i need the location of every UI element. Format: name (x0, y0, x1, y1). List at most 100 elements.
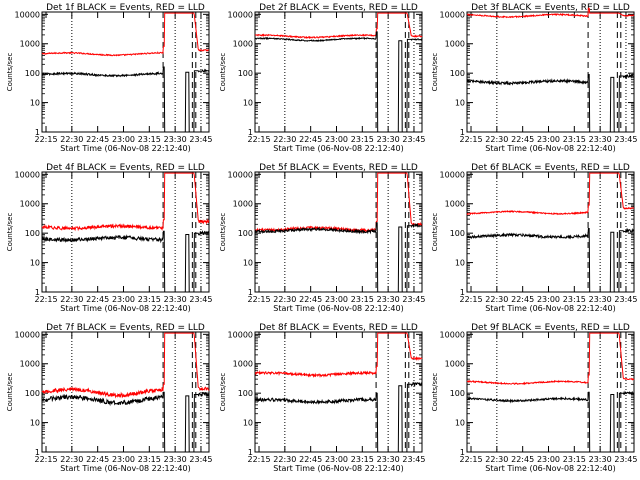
x-tick-label: 23:30 (164, 455, 187, 464)
x-tick-label: 23:15 (563, 455, 586, 464)
plot-frame (254, 171, 423, 293)
y-axis-label: Counts/sec (6, 213, 14, 252)
panel-det-6: Det 6f BLACK = Events, RED = LLD 1 10 100 10… (431, 163, 637, 313)
x-tick-label: 22:45 (86, 295, 109, 304)
panel-title: Det 5f BLACK = Events, RED = LLD (259, 163, 418, 173)
x-tick-label: 22:45 (511, 135, 534, 144)
x-tick-label: 22:30 (485, 135, 508, 144)
panel-title: Det 7f BLACK = Events, RED = LLD (46, 323, 205, 333)
y-tick-label: 1 (248, 448, 253, 457)
y-tick-label: 1 (248, 128, 253, 137)
y-tick-label: 10000 (228, 10, 253, 19)
x-tick-label: 22:15 (247, 295, 270, 304)
series-lld (254, 12, 423, 40)
panel-title: Det 4f BLACK = Events, RED = LLD (46, 163, 205, 173)
x-tick-label: 23:00 (112, 295, 135, 304)
plot-frame (466, 11, 635, 133)
y-tick-label: 10 (455, 419, 465, 428)
x-tick-label: 23:15 (351, 455, 374, 464)
series-events (466, 390, 635, 453)
y-tick-label: 1000 (233, 200, 253, 209)
y-tick-label: 1 (460, 288, 465, 297)
y-tick-label: 1 (35, 288, 40, 297)
x-axis-label: Start Time (06-Nov-08 22:12:40) (273, 304, 403, 313)
plot-frame (41, 11, 210, 133)
x-axis-label: Start Time (06-Nov-08 22:12:40) (273, 464, 403, 473)
y-tick-label: 100 (450, 69, 465, 78)
series-lld (466, 332, 635, 386)
series-lld (254, 172, 423, 234)
y-axis-label: Counts/sec (6, 53, 14, 92)
y-tick-label: 100 (450, 229, 465, 238)
plot-frame (466, 331, 635, 453)
series-lld (254, 332, 423, 379)
y-tick-label: 1000 (445, 200, 465, 209)
panel-det-4: Det 4f BLACK = Events, RED = LLD 1 10 100 10… (6, 163, 212, 313)
x-tick-label: 22:45 (299, 295, 322, 304)
x-tick-label: 22:30 (60, 135, 83, 144)
x-tick-label: 22:30 (60, 455, 83, 464)
y-axis-label: Counts/sec (431, 213, 439, 252)
x-tick-label: 23:00 (537, 295, 560, 304)
y-tick-label: 10 (30, 99, 40, 108)
x-tick-label: 22:45 (299, 135, 322, 144)
series-events (254, 222, 423, 293)
y-tick-label: 1000 (233, 360, 253, 369)
y-tick-label: 1 (248, 288, 253, 297)
x-tick-label: 23:45 (402, 135, 425, 144)
y-tick-label: 1000 (445, 360, 465, 369)
x-tick-label: 23:30 (377, 455, 400, 464)
x-tick-label: 23:00 (325, 455, 348, 464)
y-tick-label: 1000 (445, 40, 465, 49)
y-tick-label: 1 (35, 128, 40, 137)
panel-title: Det 9f BLACK = Events, RED = LLD (471, 323, 630, 333)
x-axis-label: Start Time (06-Nov-08 22:12:40) (273, 144, 403, 153)
panel-title: Det 3f BLACK = Events, RED = LLD (471, 3, 630, 13)
y-tick-label: 10 (30, 419, 40, 428)
x-tick-label: 22:45 (86, 135, 109, 144)
y-tick-label: 1000 (233, 40, 253, 49)
series-events (467, 227, 635, 293)
y-tick-label: 10 (30, 259, 40, 268)
x-tick-label: 23:45 (402, 455, 425, 464)
y-tick-label: 10000 (15, 170, 40, 179)
panel-det-8: Det 8f BLACK = Events, RED = LLD 1 10 100 10… (219, 323, 425, 473)
x-tick-label: 22:15 (459, 455, 482, 464)
x-tick-label: 23:45 (189, 455, 212, 464)
x-tick-label: 23:30 (589, 135, 612, 144)
x-tick-label: 23:30 (589, 295, 612, 304)
y-axis-label: Counts/sec (219, 373, 227, 412)
series-events (41, 391, 210, 453)
y-tick-label: 100 (238, 229, 253, 238)
x-tick-label: 23:30 (164, 295, 187, 304)
y-tick-label: 10000 (440, 170, 465, 179)
panel-det-7: Det 7f BLACK = Events, RED = LLD 1 10 100 10… (6, 323, 212, 473)
x-tick-label: 22:15 (459, 135, 482, 144)
x-tick-label: 22:30 (60, 295, 83, 304)
x-tick-label: 23:30 (377, 135, 400, 144)
x-tick-label: 23:45 (614, 295, 637, 304)
x-tick-label: 22:45 (86, 455, 109, 464)
y-tick-label: 100 (238, 389, 253, 398)
y-tick-label: 1 (460, 448, 465, 457)
y-tick-label: 10000 (440, 10, 465, 19)
panel-det-5: Det 5f BLACK = Events, RED = LLD 1 10 100 10… (219, 163, 425, 313)
x-tick-label: 22:30 (273, 455, 296, 464)
x-tick-label: 22:15 (34, 295, 57, 304)
y-tick-label: 10000 (228, 170, 253, 179)
series-lld (466, 172, 634, 216)
plot-frame (254, 11, 423, 133)
panel-title: Det 6f BLACK = Events, RED = LLD (471, 163, 630, 173)
x-tick-label: 23:45 (402, 295, 425, 304)
y-tick-label: 1000 (20, 40, 40, 49)
y-tick-label: 100 (25, 229, 40, 238)
x-tick-label: 22:15 (34, 455, 57, 464)
y-tick-label: 10000 (15, 10, 40, 19)
x-tick-label: 23:00 (112, 135, 135, 144)
x-tick-label: 23:15 (563, 135, 586, 144)
plot-frame (254, 331, 423, 453)
plot-frame (41, 331, 210, 453)
series-events (466, 72, 635, 133)
x-tick-label: 22:15 (247, 455, 270, 464)
